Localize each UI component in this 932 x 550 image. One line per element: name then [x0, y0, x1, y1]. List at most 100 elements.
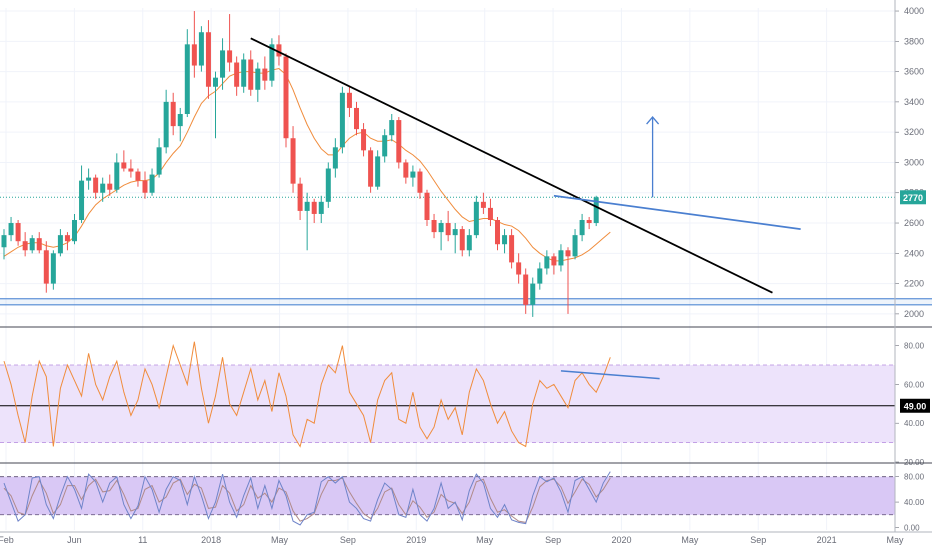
rsi-reference-badge — [900, 398, 930, 413]
candle-body — [163, 101, 169, 148]
candle-body — [304, 201, 310, 211]
rsi-line — [3, 341, 611, 448]
candle-body — [220, 50, 226, 78]
candle-body — [262, 68, 268, 81]
rsi-tick-label: 60.00 — [904, 380, 925, 389]
candle-body — [283, 56, 289, 139]
time-tick-label: Jun — [67, 535, 82, 545]
rsi-reference-value: 49.00 — [904, 401, 927, 411]
candle-body — [495, 220, 500, 245]
candle-body — [572, 235, 578, 257]
candle-body — [1, 235, 7, 248]
candle-body — [79, 180, 85, 220]
candle-body — [142, 180, 148, 193]
time-tick-label: May — [476, 535, 494, 545]
moving-average-line — [3, 68, 611, 262]
price-tick-label: 3600 — [904, 67, 924, 77]
candle-body — [466, 235, 472, 251]
candle-body — [424, 192, 430, 220]
candle-body — [107, 183, 113, 190]
price-tick-label: 3400 — [904, 97, 924, 107]
candle-body — [396, 120, 402, 163]
time-tick-label: 11 — [138, 535, 147, 545]
price-panel — [0, 11, 932, 317]
candle-body — [198, 32, 204, 66]
candle-body — [537, 268, 543, 284]
candle-body — [516, 262, 522, 275]
last-price-badge — [900, 190, 926, 205]
support-zone — [0, 298, 932, 306]
price-tick-label: 2000 — [904, 309, 924, 319]
descending-trendline — [250, 37, 773, 294]
price-tick-label: 4000 — [904, 6, 924, 16]
candle-body — [213, 77, 218, 87]
candle-body — [177, 114, 183, 127]
candle-body — [410, 171, 416, 178]
candle-body — [57, 235, 63, 254]
support-zone-rect — [0, 298, 932, 306]
resistance-trendline — [553, 194, 801, 230]
candle-body — [100, 183, 106, 193]
price-axis[interactable]: 2000220024002600280030003200340036003800… — [895, 6, 930, 532]
annotation-layer — [250, 37, 801, 294]
panel-separators — [0, 0, 932, 533]
candle-body — [64, 235, 70, 242]
candle-body — [452, 229, 458, 236]
time-tick-label: May — [271, 535, 289, 545]
candle-body — [509, 235, 515, 263]
candle-body — [551, 256, 557, 266]
rsi-tick-label: 80.00 — [904, 342, 925, 351]
rsi-tick-label: 40.00 — [904, 419, 925, 428]
candle-body — [72, 220, 77, 242]
candle-body — [523, 274, 529, 305]
candle-body — [276, 44, 282, 57]
price-tick-label: 3000 — [904, 157, 924, 167]
candle-body — [15, 223, 21, 242]
time-tick-label: 2018 — [201, 535, 221, 545]
candle-body — [297, 183, 303, 211]
stoch-k-line — [3, 471, 611, 526]
candle-body — [445, 223, 451, 236]
price-tick-label: 2400 — [904, 248, 924, 258]
stochastic-panel — [0, 471, 895, 526]
candle-body — [255, 68, 261, 90]
candle-body — [480, 201, 486, 208]
candle-body — [382, 135, 388, 157]
candle-body — [346, 92, 352, 108]
candle-body — [339, 92, 345, 148]
candle-body — [149, 174, 155, 193]
rsi-divergence-line — [560, 370, 660, 380]
candle-body — [234, 62, 240, 87]
candle-body — [269, 44, 275, 81]
candle-body — [325, 168, 331, 202]
candle-body — [290, 138, 296, 184]
candle-body — [558, 250, 564, 266]
time-axis[interactable]: Feb Jun 11 2018 May Sep 2019 May Sep 2020 May Sep 20… — [0, 535, 904, 545]
candle-body — [170, 101, 176, 127]
rsi-panel — [0, 341, 895, 448]
moving-average-layer — [3, 68, 611, 262]
time-tick-label: May — [681, 535, 699, 545]
time-tick-label: Feb — [0, 535, 14, 545]
candle-body — [128, 168, 134, 172]
candle-body — [241, 59, 247, 87]
stoch-band — [0, 476, 895, 515]
candle-body — [354, 107, 359, 130]
candle-body — [86, 177, 92, 181]
time-tick-label: Sep — [750, 535, 766, 545]
candle-body — [565, 250, 571, 257]
candle-body — [121, 162, 127, 169]
candle-body — [43, 250, 49, 284]
candle-body — [36, 238, 42, 251]
candle-body — [544, 256, 550, 269]
price-tick-label: 3200 — [904, 127, 924, 137]
candle-body — [375, 156, 381, 187]
candle-body — [205, 32, 211, 87]
candle-body — [311, 201, 317, 214]
candle-body — [29, 238, 35, 251]
candle-body — [93, 177, 99, 193]
last-price-value: 2770 — [903, 193, 923, 203]
candle-body — [50, 253, 56, 284]
candle-body — [403, 162, 409, 178]
